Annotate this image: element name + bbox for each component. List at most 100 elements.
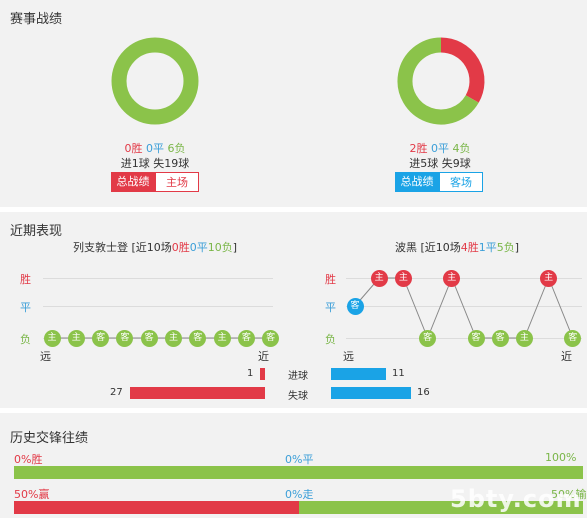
summary-suffix: ] <box>514 241 520 254</box>
summary-prefix: [近10场 <box>131 241 172 254</box>
away-losses: 4负 <box>452 142 471 155</box>
form-result-marker[interactable]: 主 <box>394 269 412 287</box>
far-label: 远 <box>343 350 354 363</box>
section-title: 赛事战绩 <box>10 12 63 27</box>
form-result-marker[interactable]: 主 <box>213 329 231 347</box>
home-wins: 0胜 <box>124 142 143 155</box>
home-recent-summary: 列支敦士登 [近10场0胜0平10负] <box>73 239 237 255</box>
form-result-marker[interactable]: 客 <box>262 329 280 347</box>
form-result-marker[interactable]: 主 <box>67 329 85 347</box>
home-wdl: 0胜 0平 6负 <box>95 140 215 156</box>
form-result-marker[interactable]: 主 <box>165 329 182 347</box>
section-title: 历史交锋往绩 <box>10 431 89 446</box>
legend-loss: 负 <box>20 333 31 346</box>
home-draws: 0平 <box>146 142 164 155</box>
near-label: 近 <box>258 350 269 363</box>
away-goals-against-bar <box>331 387 411 399</box>
donut-loss-slice <box>397 37 479 125</box>
goals-against-label: 失球 <box>288 391 308 402</box>
tab-away-all[interactable]: 总战绩 <box>395 172 439 192</box>
form-result-marker[interactable]: 客 <box>92 329 110 347</box>
form-result-marker[interactable]: 主 <box>370 269 388 287</box>
home-losses: 6负 <box>167 142 186 155</box>
donut-loss-slice <box>111 37 199 125</box>
legend-draw: 平 <box>325 301 336 314</box>
history-section: 历史交锋往绩 0%胜 0%平 100%负 50%赢 0%走 50%输 5bty.… <box>0 413 587 518</box>
handicap-push-pct: 0%走 <box>285 488 314 501</box>
form-result-marker[interactable]: 主 <box>443 269 461 287</box>
handicap-loss-pct: 50%输 <box>551 488 587 501</box>
away-record-donut <box>397 37 485 125</box>
away-recent-summary: 波黑 [近10场4胜1平5负] <box>395 239 519 255</box>
watermark-logo: 5bty.com <box>450 485 582 513</box>
form-result-marker[interactable]: 主 <box>540 269 558 287</box>
home-recent-wins: 0胜 <box>171 241 190 254</box>
home-record-donut <box>111 37 199 125</box>
home-goals-against-bar <box>130 387 265 399</box>
form-result-marker[interactable]: 客 <box>564 329 582 347</box>
away-team-name: 波黑 <box>395 241 417 254</box>
away-goals-for-bar <box>331 368 386 380</box>
away-tabs: 总战绩 客场 <box>395 172 483 192</box>
legend-win: 胜 <box>325 273 336 286</box>
tab-home-venue[interactable]: 主场 <box>155 172 199 192</box>
recent-section: 近期表现 列支敦士登 [近10场0胜0平10负] 波黑 [近10场4胜1平5负]… <box>0 212 587 408</box>
form-line-segment <box>451 277 477 339</box>
donut-win-slice <box>440 37 485 103</box>
form-line-segment <box>402 277 429 339</box>
near-label: 近 <box>561 350 572 363</box>
form-result-marker[interactable]: 客 <box>467 329 485 347</box>
handicap-loss-bar <box>298 501 583 514</box>
form-line-segment <box>427 277 453 339</box>
gridline <box>346 338 582 339</box>
form-result-marker[interactable]: 客 <box>419 329 437 347</box>
divider <box>0 207 587 212</box>
form-result-marker[interactable]: 客 <box>346 297 364 315</box>
form-result-marker[interactable]: 客 <box>140 329 158 347</box>
divider <box>0 408 587 413</box>
gridline <box>43 278 273 279</box>
legend-win: 胜 <box>20 273 31 286</box>
summary-suffix: ] <box>232 241 238 254</box>
home-goals-for-bar <box>260 368 265 380</box>
form-result-marker[interactable]: 主 <box>43 329 61 347</box>
tab-away-venue[interactable]: 客场 <box>439 172 483 192</box>
handicap-win-bar <box>14 501 299 514</box>
away-wdl: 2胜 0平 4负 <box>380 140 500 156</box>
form-result-marker[interactable]: 客 <box>116 329 134 347</box>
handicap-win-pct: 50%赢 <box>14 488 50 501</box>
home-goals-against-value: 27 <box>110 387 123 398</box>
history-draw-pct: 0%平 <box>285 453 314 466</box>
form-result-marker[interactable]: 客 <box>491 329 509 347</box>
home-recent-draws: 0平 <box>189 241 208 254</box>
section-title: 近期表现 <box>10 224 63 239</box>
home-tabs: 总战绩 主场 <box>111 172 199 192</box>
home-team-name: 列支敦士登 <box>73 241 128 254</box>
tab-home-all[interactable]: 总战绩 <box>111 172 155 192</box>
form-result-marker[interactable]: 客 <box>189 329 207 347</box>
form-line-segment <box>523 277 550 339</box>
history-loss-bar <box>14 466 583 479</box>
record-section: 赛事战绩 0胜 0平 6负 进1球 失19球 总战绩 主场 2胜 0平 4负 进… <box>0 0 587 207</box>
away-recent-draws: 1平 <box>478 241 497 254</box>
gridline <box>346 306 582 307</box>
away-recent-losses: 5负 <box>496 241 515 254</box>
away-draws: 0平 <box>431 142 449 155</box>
home-goals: 进1球 失19球 <box>120 157 190 170</box>
home-recent-losses: 10负 <box>207 241 233 254</box>
away-goals: 进5球 失9球 <box>409 157 471 170</box>
goals-for-label: 进球 <box>288 371 308 382</box>
away-wins: 2胜 <box>409 142 428 155</box>
away-recent-wins: 4胜 <box>460 241 479 254</box>
away-goals-for-value: 11 <box>392 368 405 379</box>
legend-draw: 平 <box>20 301 31 314</box>
home-goals-for-value: 1 <box>247 368 254 379</box>
far-label: 远 <box>40 350 51 363</box>
form-line-segment <box>548 277 574 339</box>
legend-loss: 负 <box>325 333 336 346</box>
summary-prefix: [近10场 <box>420 241 461 254</box>
history-win-pct: 0%胜 <box>14 453 43 466</box>
form-result-marker[interactable]: 客 <box>237 329 255 347</box>
form-result-marker[interactable]: 主 <box>515 329 533 347</box>
gridline <box>346 278 582 279</box>
